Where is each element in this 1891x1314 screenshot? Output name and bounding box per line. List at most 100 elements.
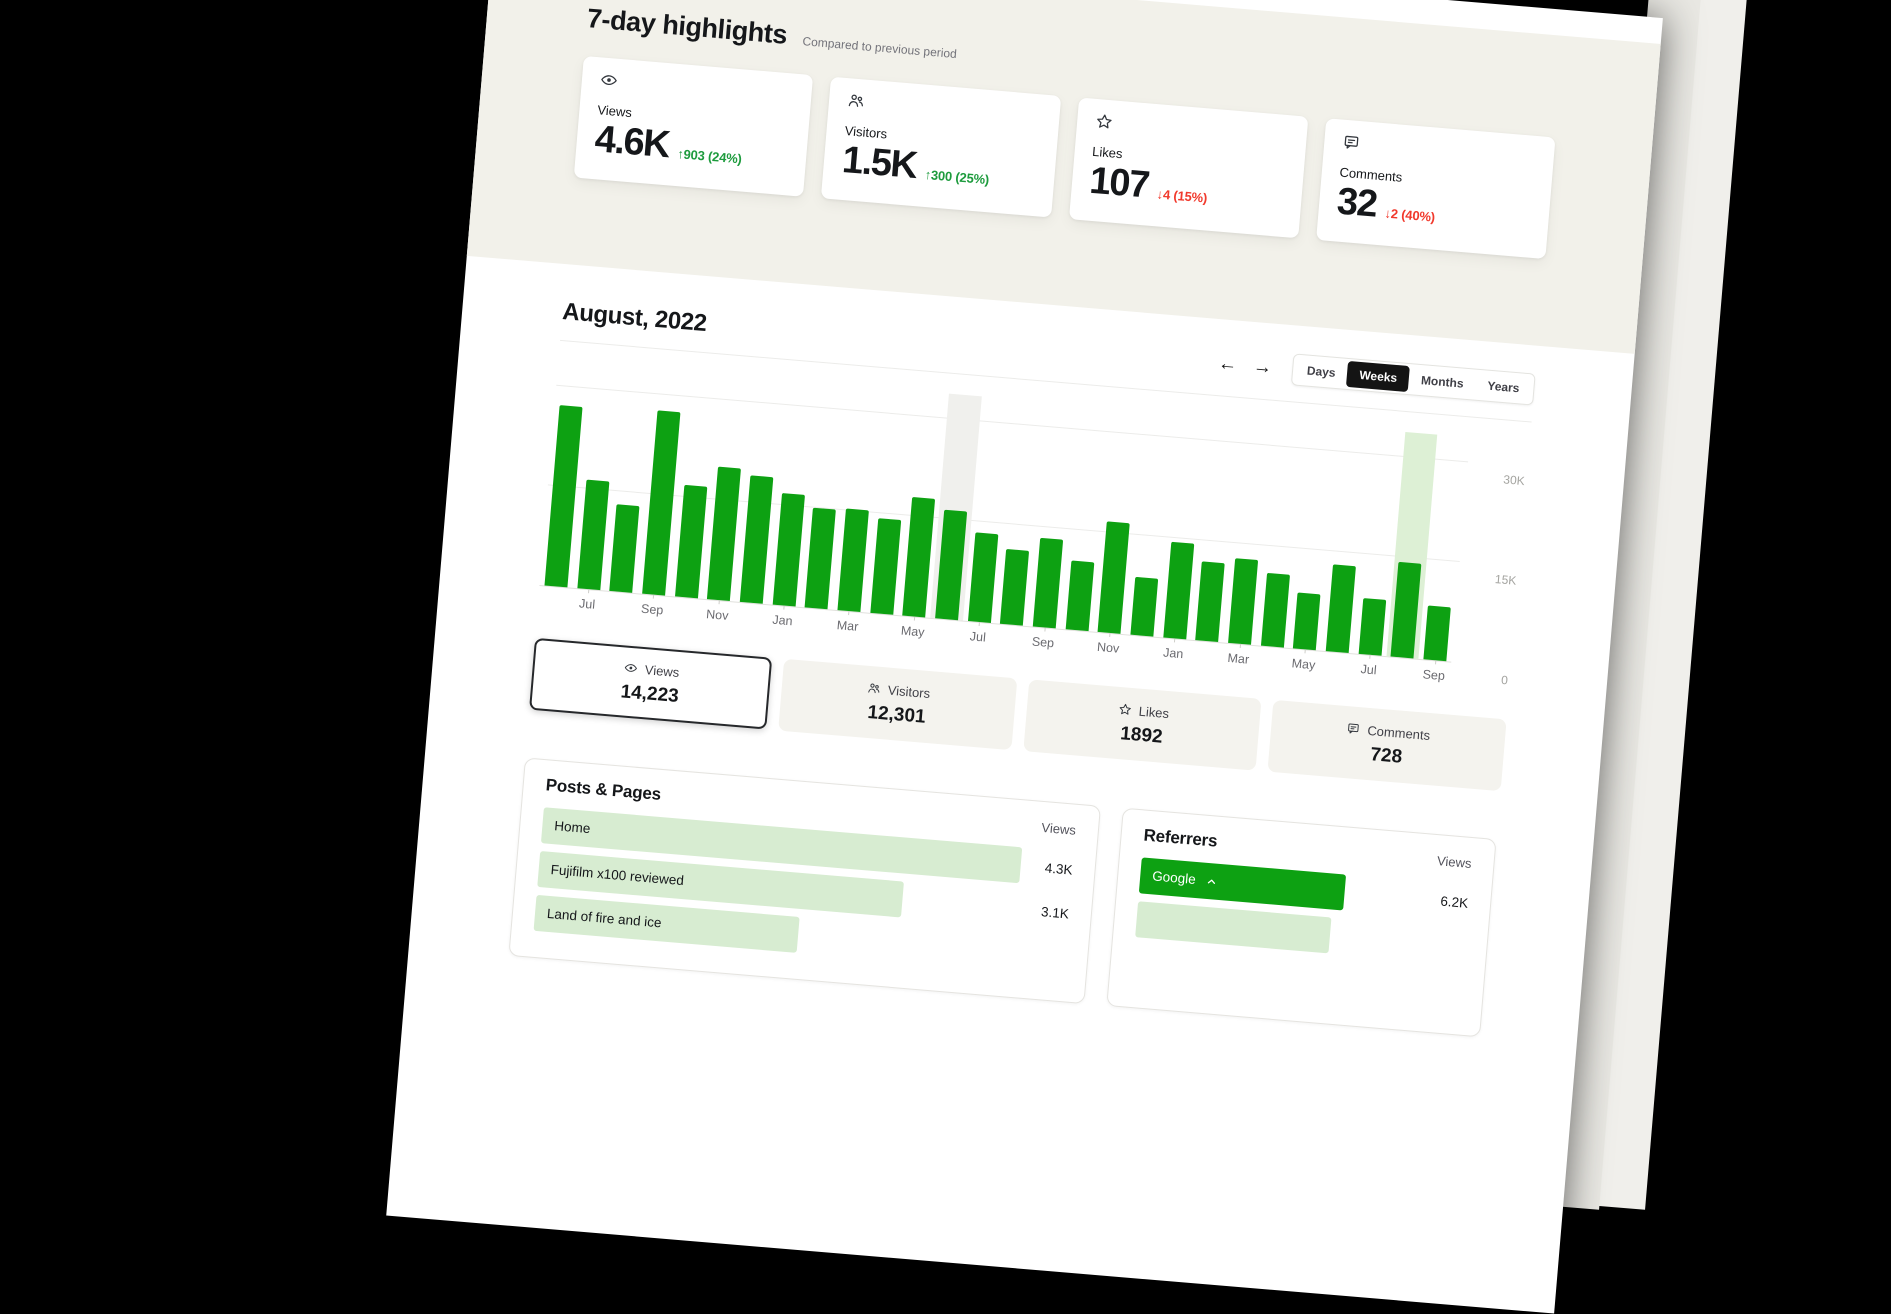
- metric-tab-value: 14,223: [619, 680, 680, 707]
- metric-tab-header: Comments: [1346, 721, 1431, 743]
- x-axis-label: Mar: [836, 618, 859, 634]
- metric-tab-label: Comments: [1366, 722, 1431, 743]
- x-axis-label: Jul: [969, 629, 987, 645]
- chart-bar[interactable]: [1130, 576, 1159, 637]
- chart-bar[interactable]: [674, 484, 707, 599]
- row-label-text: Land of fire and ice: [546, 905, 663, 931]
- stat-card-delta: ↑300 (25%): [924, 166, 990, 188]
- metric-tab-label: Likes: [1138, 703, 1170, 721]
- chart-bar[interactable]: [1293, 592, 1321, 651]
- x-axis-tick: [978, 621, 981, 627]
- chart-bar[interactable]: [935, 509, 968, 621]
- posts-views-column-header: Views: [1040, 819, 1077, 838]
- x-axis-label: Jan: [1162, 645, 1184, 662]
- stat-card-value: 32: [1335, 180, 1379, 226]
- metric-tab-views[interactable]: Views 14,223: [529, 637, 772, 730]
- chart-bar[interactable]: [609, 503, 640, 593]
- range-tab-days[interactable]: Days: [1306, 363, 1337, 380]
- row-value: 4.3K: [1044, 859, 1074, 878]
- row-label: Google: [1151, 858, 1219, 899]
- x-axis-tick: [1174, 638, 1176, 643]
- x-axis-label: May: [1291, 656, 1316, 673]
- main-content: August, 2022 ← → Days Weeks Months Years 0 1…: [409, 284, 1536, 1038]
- chart-bar[interactable]: [1195, 561, 1225, 643]
- highlights-title: 7-day highlights: [585, 3, 789, 50]
- chart-bar[interactable]: [1358, 598, 1386, 656]
- x-axis-label: Sep: [1031, 634, 1055, 651]
- chart-bar[interactable]: [1000, 548, 1030, 626]
- dashboard-page: 7-day highlights Compared to previous pe…: [386, 0, 1663, 1314]
- row-value: [1013, 953, 1065, 957]
- metric-tab-visitors[interactable]: Visitors 12,301: [777, 658, 1017, 751]
- row-value: 6.2K: [1439, 893, 1469, 911]
- eye-icon: [623, 660, 638, 675]
- range-tabs: Days Weeks Months Years: [1290, 353, 1536, 406]
- chart-bar[interactable]: [967, 532, 998, 623]
- row-bar-area: Google: [1138, 857, 1418, 916]
- posts-panel-title: Posts & Pages: [545, 775, 662, 804]
- y-axis-label-15K: 15K: [1494, 572, 1517, 588]
- metric-tab-value: 12,301: [866, 701, 927, 728]
- stat-card-value: 107: [1088, 159, 1151, 207]
- prev-period-button[interactable]: ←: [1217, 352, 1239, 376]
- x-axis-label: Nov: [705, 607, 730, 623]
- metric-tab-comments[interactable]: Comments 728: [1267, 699, 1507, 792]
- posts-pages-panel: Posts & Pages Views Home 4.3K Fujifilm x10…: [508, 757, 1102, 1005]
- chart-bar[interactable]: [804, 507, 837, 610]
- chart-bar[interactable]: [1390, 562, 1422, 659]
- x-axis-label: Jan: [771, 612, 794, 629]
- metric-tab-likes[interactable]: Likes 1892: [1022, 679, 1262, 771]
- next-period-button[interactable]: →: [1252, 355, 1273, 379]
- referrer-row-google[interactable]: Google 6.2K: [1138, 857, 1470, 920]
- people-icon: [866, 681, 881, 696]
- stat-card-comments[interactable]: Comments 32 ↓2 (40%): [1315, 118, 1556, 260]
- range-tab-years[interactable]: Years: [1486, 378, 1520, 396]
- chart-bar[interactable]: [1325, 564, 1356, 653]
- star-icon: [1117, 702, 1132, 717]
- row-label: Fujifilm x100 reviewed: [549, 852, 685, 899]
- chart-bar-slot: [1288, 592, 1325, 651]
- range-tab-months[interactable]: Months: [1420, 373, 1465, 391]
- x-axis-tick: [1239, 643, 1241, 648]
- chart-bar[interactable]: [576, 479, 609, 591]
- chart-bar[interactable]: [1097, 521, 1130, 634]
- row-label-text: Home: [553, 818, 591, 837]
- chart-bar[interactable]: [837, 508, 869, 612]
- x-axis-label: Nov: [1096, 639, 1120, 656]
- stat-card-delta: ↓2 (40%): [1384, 205, 1436, 225]
- stat-card-views[interactable]: Views 4.6K ↑903 (24%): [573, 55, 814, 197]
- range-tab-weeks[interactable]: Weeks: [1346, 360, 1411, 393]
- metric-tab-header: Visitors: [866, 680, 931, 701]
- chart-controls: ← → Days Weeks Months Years: [1217, 347, 1536, 407]
- metric-tab-label: Visitors: [887, 682, 931, 701]
- x-axis-tick: [848, 611, 850, 616]
- referrers-views-column-header: Views: [1436, 853, 1473, 871]
- stat-card-visitors[interactable]: Visitors 1.5K ↑300 (25%): [821, 76, 1061, 218]
- stat-card-value: 4.6K: [593, 118, 671, 167]
- row-label-text: Google: [1151, 868, 1197, 887]
- metric-tab-header: Views: [623, 660, 680, 680]
- x-axis-label: Sep: [640, 601, 664, 618]
- x-axis-tick: [1369, 654, 1371, 659]
- stat-card-likes[interactable]: Likes 107 ↓4 (15%): [1068, 97, 1309, 239]
- x-axis-tick: [1043, 627, 1046, 632]
- comment-icon: [1341, 133, 1360, 152]
- row-label: Land of fire and ice: [546, 896, 663, 941]
- chart-bar[interactable]: [902, 496, 936, 618]
- row-value: [1413, 942, 1465, 946]
- chart-bar[interactable]: [1260, 572, 1290, 648]
- chart-bar[interactable]: [1423, 605, 1451, 662]
- highlights-subtitle: Compared to previous period: [801, 34, 958, 62]
- row-value: 3.1K: [1040, 903, 1070, 921]
- chart-bar[interactable]: [1228, 557, 1259, 645]
- chart-bar[interactable]: [869, 518, 901, 615]
- chart-bar[interactable]: [1065, 560, 1094, 632]
- chart-bar[interactable]: [772, 492, 805, 607]
- comment-icon: [1346, 721, 1361, 736]
- y-axis-label-30K: 30K: [1502, 472, 1526, 489]
- chart-bar[interactable]: [1162, 541, 1194, 640]
- y-axis-label-0: 0: [1500, 672, 1509, 688]
- row-bar: [1135, 901, 1332, 954]
- chart-bar[interactable]: [1032, 537, 1064, 629]
- row-label: Home: [553, 808, 592, 847]
